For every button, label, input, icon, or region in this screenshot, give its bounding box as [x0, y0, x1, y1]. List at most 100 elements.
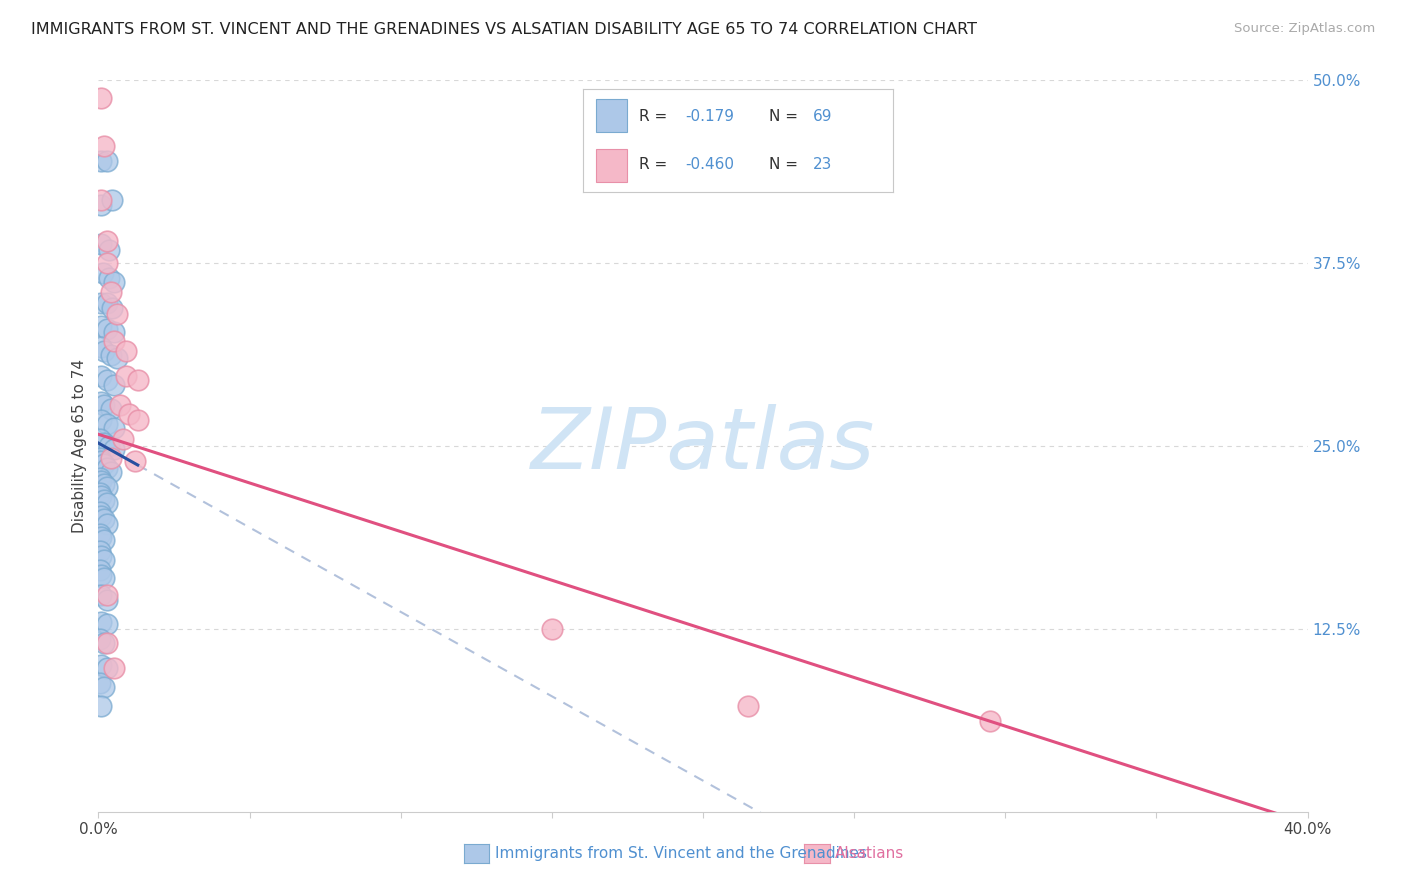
Point [89, 544, 111, 558]
Point [93, 398, 115, 412]
Text: R =: R = [640, 157, 672, 172]
Point [96, 373, 118, 387]
Point [90, 295, 112, 310]
Point [89, 676, 111, 690]
Point [93, 139, 115, 153]
Point [90, 197, 112, 211]
Point [90, 153, 112, 168]
Point [96, 256, 118, 270]
Point [89, 505, 111, 519]
Point [90, 412, 112, 426]
Point [90, 368, 112, 383]
Point [100, 450, 122, 465]
Point [90, 453, 112, 467]
Text: N =: N = [769, 157, 803, 172]
Point [111, 432, 134, 446]
Point [89, 432, 111, 446]
Point [103, 421, 125, 435]
Point [91, 266, 114, 280]
Point [96, 661, 118, 675]
Point [127, 373, 149, 387]
Point [93, 553, 115, 567]
Point [93, 493, 115, 508]
Point [103, 661, 125, 675]
Point [96, 636, 118, 650]
Point [101, 301, 124, 316]
Point [737, 699, 759, 714]
Point [103, 334, 125, 348]
Text: -0.179: -0.179 [686, 109, 734, 124]
Point [89, 471, 111, 485]
Point [96, 588, 118, 602]
Point [90, 91, 112, 105]
Text: R =: R = [640, 109, 672, 124]
Point [90, 339, 112, 353]
Point [90, 530, 112, 544]
Point [96, 322, 118, 336]
Point [93, 343, 115, 358]
Point [105, 307, 128, 321]
Point [89, 526, 111, 541]
Text: Immigrants from St. Vincent and the Grenadines: Immigrants from St. Vincent and the Gren… [495, 847, 868, 861]
Point [90, 567, 112, 582]
Point [90, 489, 112, 503]
Point [93, 571, 115, 585]
Text: Alsatians: Alsatians [835, 847, 904, 861]
Point [96, 417, 118, 431]
Point [90, 588, 112, 602]
Point [96, 480, 118, 494]
Point [93, 533, 115, 547]
Point [90, 615, 112, 629]
Text: 69: 69 [813, 109, 832, 124]
Point [100, 402, 122, 417]
Bar [596, 149, 627, 181]
Text: N =: N = [769, 109, 803, 124]
Point [96, 496, 118, 510]
Point [98, 270, 121, 285]
Point [114, 343, 136, 358]
Text: ZIPatlas: ZIPatlas [531, 404, 875, 488]
Point [540, 622, 562, 636]
Point [127, 412, 149, 426]
Point [98, 439, 121, 453]
Point [103, 377, 125, 392]
Point [93, 636, 115, 650]
Point [118, 407, 141, 421]
Point [93, 457, 115, 471]
Point [96, 461, 118, 475]
Point [101, 193, 124, 207]
Point [90, 474, 112, 488]
Point [103, 275, 125, 289]
Point [100, 285, 122, 300]
Point [90, 237, 112, 252]
Point [96, 617, 118, 632]
Point [90, 658, 112, 673]
Point [98, 243, 121, 257]
Y-axis label: Disability Age 65 to 74: Disability Age 65 to 74 [72, 359, 87, 533]
Point [89, 563, 111, 577]
Point [93, 436, 115, 450]
Point [93, 477, 115, 491]
Text: 23: 23 [813, 157, 832, 172]
Point [105, 351, 128, 366]
Bar [596, 99, 627, 132]
Point [979, 714, 1001, 728]
Point [124, 453, 146, 467]
Point [89, 485, 111, 500]
Text: Source: ZipAtlas.com: Source: ZipAtlas.com [1234, 22, 1375, 36]
Point [90, 699, 112, 714]
Point [93, 512, 115, 526]
Point [90, 549, 112, 563]
Point [93, 681, 115, 695]
Point [96, 153, 118, 168]
Point [96, 516, 118, 531]
Point [103, 442, 125, 456]
Point [90, 509, 112, 524]
Point [100, 348, 122, 362]
Point [108, 398, 131, 412]
Point [114, 368, 136, 383]
Point [89, 632, 111, 646]
Point [100, 466, 122, 480]
Point [89, 450, 111, 465]
Point [96, 295, 118, 310]
